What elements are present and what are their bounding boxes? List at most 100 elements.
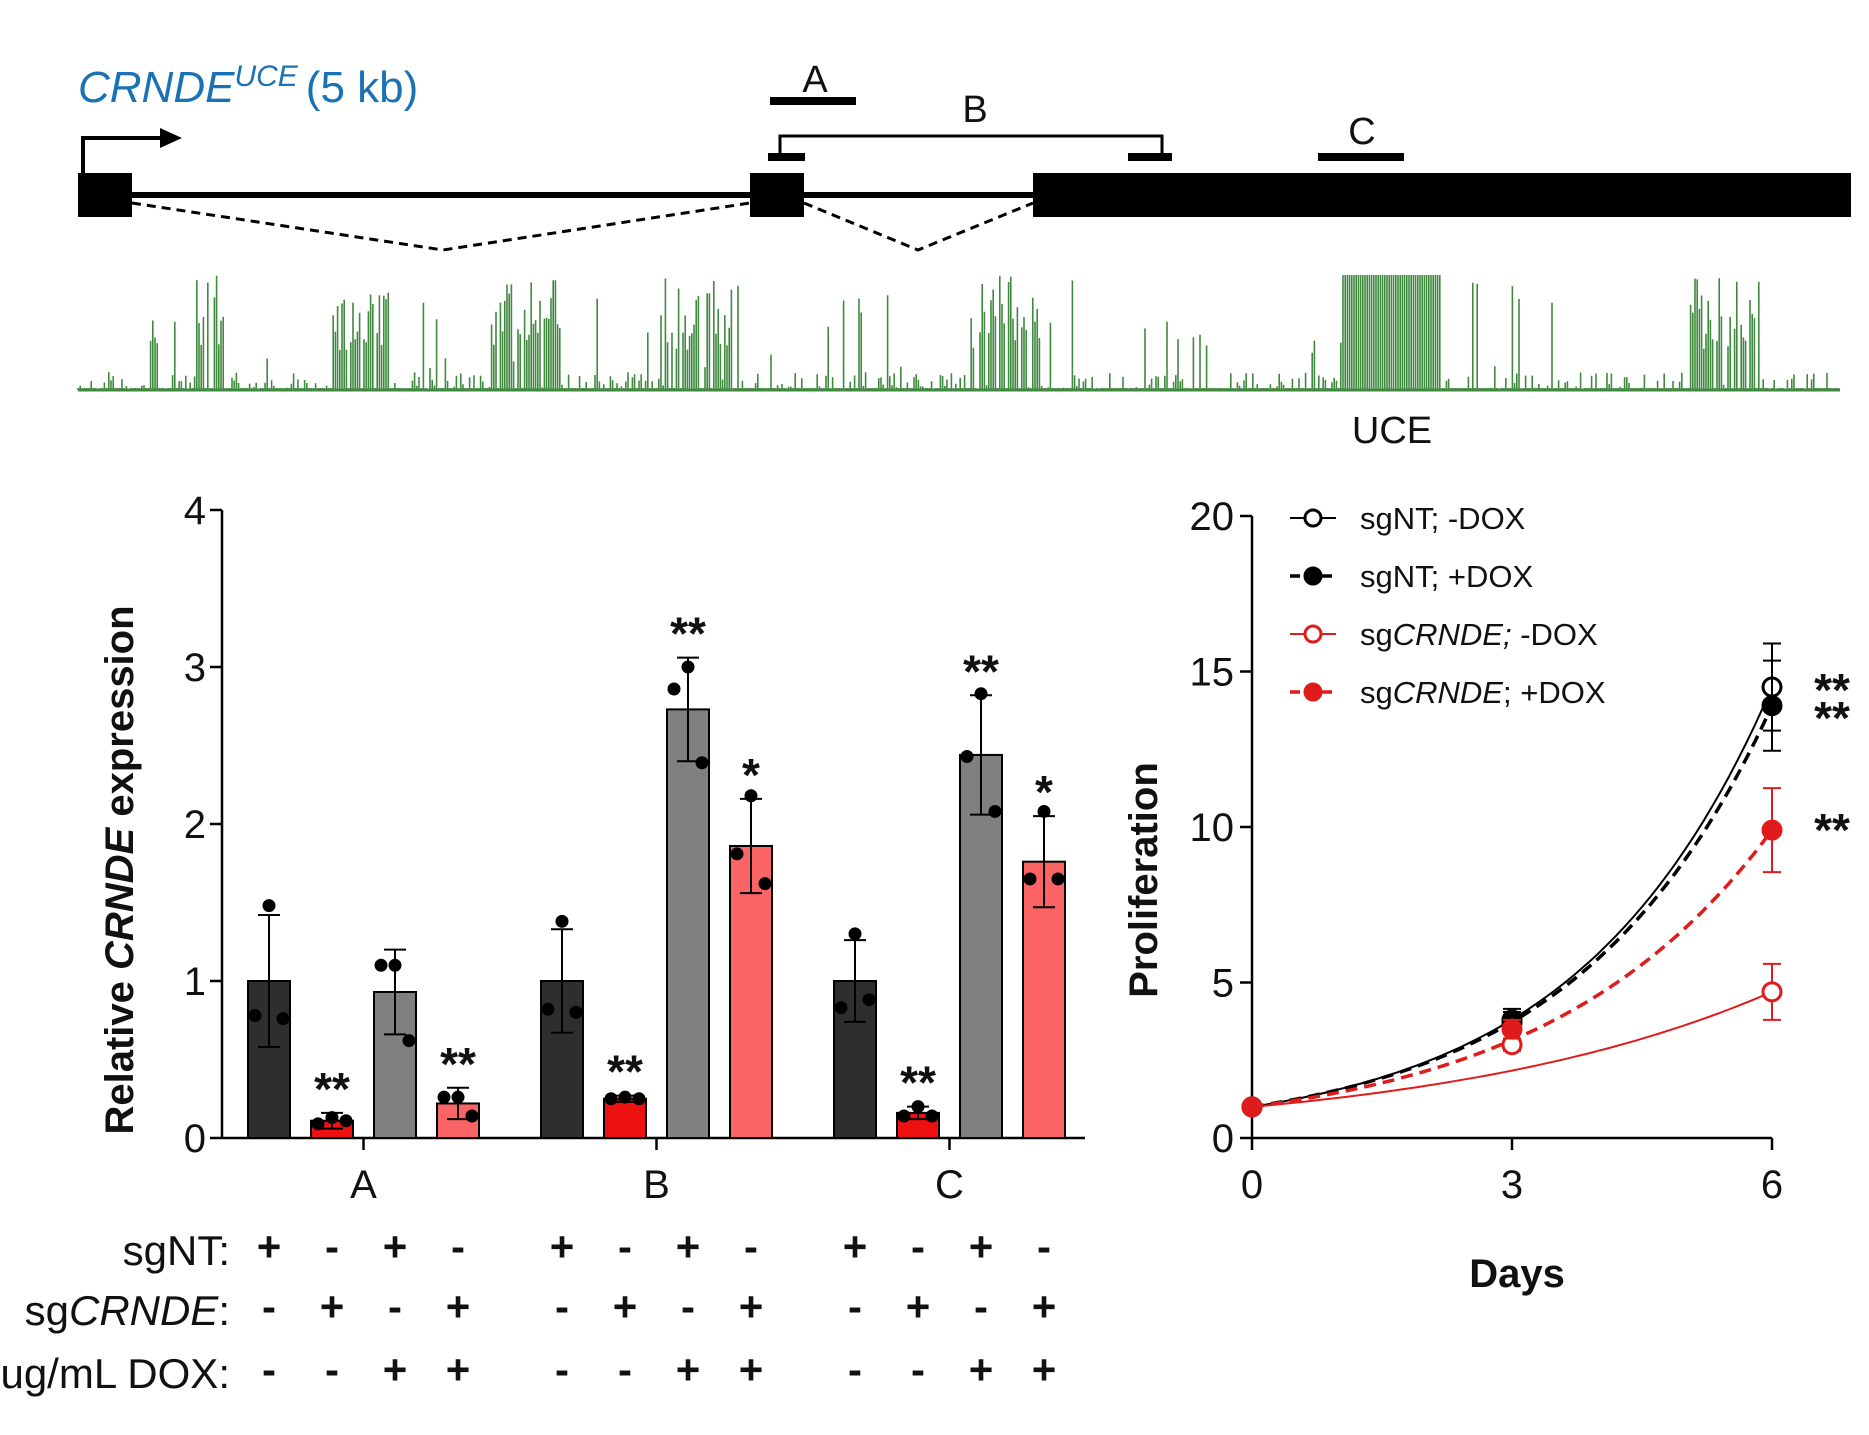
amplicon-b-label: B: [962, 89, 987, 131]
treatment-sign: +: [969, 1223, 994, 1270]
legend-marker: [1303, 682, 1323, 702]
bar-data-point: [911, 1100, 925, 1114]
amplicon-c-label: C: [1348, 111, 1375, 153]
conservation-signal: [77, 275, 1839, 390]
bar-data-point: [730, 847, 744, 861]
bar-chart-y-axis-label: Relative CRNDE expression: [98, 605, 142, 1134]
treatment-sign: -: [388, 1283, 402, 1330]
treatment-row-label-italic: CRNDE: [69, 1287, 219, 1334]
series-data-point: [1241, 1096, 1263, 1118]
bar-data-point: [618, 1090, 632, 1104]
treatment-sign: -: [451, 1223, 465, 1270]
line-chart-x-axis-label: Days: [1469, 1252, 1565, 1296]
treatment-sign: -: [848, 1346, 862, 1393]
line-chart-y-tick-label: 0: [1212, 1117, 1234, 1161]
treatment-sign: +: [676, 1346, 701, 1393]
treatment-sign: -: [555, 1346, 569, 1393]
bar-chart-category-label: B: [643, 1163, 670, 1207]
treatment-sign: -: [618, 1346, 632, 1393]
bar-chart-y-tick-label: 3: [184, 646, 206, 690]
line-chart-x-tick-label: 0: [1241, 1163, 1263, 1207]
treatment-sign: -: [325, 1346, 339, 1393]
treatment-sign: +: [613, 1283, 638, 1330]
amplicon-b-bracket: [778, 134, 1164, 153]
exon-3: [1033, 173, 1851, 217]
amplicon-a-label: A: [802, 59, 828, 101]
treatment-sign: -: [618, 1223, 632, 1270]
treatment-sign: +: [446, 1346, 471, 1393]
conservation-track: [77, 275, 1840, 392]
line-chart-y-tick-label: 5: [1212, 962, 1234, 1006]
treatment-sign: +: [676, 1223, 701, 1270]
treatment-row-label: ug/mL DOX:: [0, 1350, 230, 1397]
bar-data-point: [974, 687, 988, 701]
legend-entry-label: sgNT; -DOX: [1360, 501, 1526, 536]
legend-entry-label: sgCRNDE; +DOX: [1360, 675, 1606, 710]
bar-data-point: [632, 1092, 646, 1106]
bar-data-point: [325, 1111, 339, 1125]
bar-data-point: [541, 1002, 555, 1016]
legend-label-prefix: sgNT; +DOX: [1360, 559, 1533, 594]
treatment-row-label-suffix: :: [218, 1287, 230, 1334]
treatment-row-label: sgNT:: [123, 1227, 230, 1274]
bar-data-point: [388, 958, 402, 972]
bar-data-point: [848, 927, 862, 941]
treatment-sign: +: [383, 1223, 408, 1270]
treatment-sign: -: [911, 1346, 925, 1393]
line-chart-y-tick-label: 10: [1190, 806, 1235, 850]
series-data-point: [1501, 1018, 1523, 1040]
treatment-sign: +: [383, 1346, 408, 1393]
treatment-sign: -: [555, 1283, 569, 1330]
treatment-sign: -: [262, 1283, 276, 1330]
bar-chart-category-label: A: [350, 1163, 377, 1207]
treatment-sign: +: [739, 1283, 764, 1330]
uce-label: UCE: [1352, 410, 1432, 452]
treatment-sign: -: [325, 1223, 339, 1270]
bar: [247, 980, 291, 1139]
treatment-sign: +: [257, 1223, 282, 1270]
splice-junction-1: [131, 201, 751, 252]
bar-chart-y-tick-label: 4: [184, 489, 206, 533]
legend-label-prefix: sg: [1360, 617, 1393, 652]
bar-chart-y-tick-label: 1: [184, 960, 206, 1004]
treatment-sign: +: [906, 1283, 931, 1330]
bar-data-point: [1051, 872, 1065, 886]
treatment-row-label-prefix: sgNT:: [123, 1227, 230, 1274]
legend-label-prefix: sgNT; -DOX: [1360, 501, 1526, 536]
treatment-table: sgNT: + - + - + - + - + - + -sgCRNDE: - + - + - + - + - + - +ug/…: [0, 1223, 1056, 1397]
bar-significance-label: **: [963, 645, 999, 697]
bar-data-point: [897, 1109, 911, 1123]
bar-significance-label: **: [440, 1038, 476, 1090]
treatment-sign: +: [739, 1346, 764, 1393]
treatment-sign: -: [262, 1346, 276, 1393]
bar-data-point: [465, 1109, 479, 1123]
treatment-row-label: sgCRNDE:: [25, 1287, 230, 1334]
line-chart-y-tick-label: 20: [1190, 495, 1235, 539]
gene-diagram: CRNDEUCE (5 kb) A B C: [78, 59, 1851, 252]
bar-data-point: [925, 1109, 939, 1123]
series-data-point: [1761, 695, 1783, 717]
exon-1: [78, 173, 132, 217]
treatment-sign: +: [1032, 1346, 1057, 1393]
exon-2: [750, 173, 804, 217]
treatment-sign: +: [320, 1283, 345, 1330]
bar-data-point: [988, 804, 1002, 818]
treatment-sign: +: [446, 1283, 471, 1330]
series-data-point: [1761, 819, 1783, 841]
legend-marker: [1303, 566, 1323, 586]
legend-marker: [1303, 624, 1323, 644]
bar-significance-label: **: [607, 1046, 643, 1098]
treatment-sign: +: [550, 1223, 575, 1270]
bar-significance-label: *: [1035, 766, 1053, 818]
bar-data-point: [667, 682, 681, 696]
legend-entry-label: sgCRNDE; -DOX: [1360, 617, 1598, 652]
series-data-point: [1761, 981, 1783, 1003]
bar-data-point: [1037, 804, 1051, 818]
legend-label-suffix: -DOX: [1512, 617, 1598, 652]
bar-data-point: [248, 1009, 262, 1023]
bar-data-point: [569, 1005, 583, 1019]
bar-chart-category-label: C: [935, 1163, 964, 1207]
legend-label-suffix: ; +DOX: [1503, 675, 1606, 710]
